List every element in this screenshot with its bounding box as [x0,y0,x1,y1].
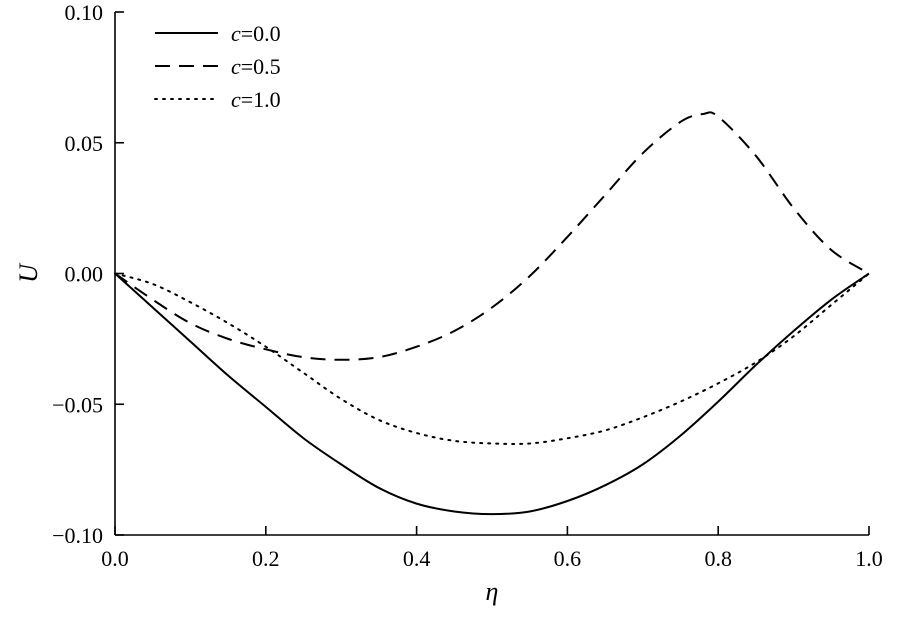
y-tick-label: −0.10 [52,523,103,548]
legend-label-1: c=0.5 [231,54,281,79]
x-axis-title: η [486,577,499,606]
legend-label-value: =0.0 [241,21,281,46]
legend-label-var: c [231,21,241,46]
legend-label-var: c [231,54,241,79]
legend-label-var: c [231,87,241,112]
y-axis-title: U [14,262,43,283]
x-tick-label: 0.8 [704,546,732,571]
x-tick-label: 1.0 [855,546,883,571]
legend: c=0.0c=0.5c=1.0 [154,21,281,112]
y-tick-label: 0.10 [65,0,104,25]
legend-label-0: c=0.0 [231,21,281,46]
plot-lines [114,111,870,516]
x-tick-label: 0.2 [252,546,280,571]
x-tick-label: 0.6 [554,546,582,571]
series-line-2 [114,272,870,445]
x-tick-label: 0.4 [403,546,431,571]
axes: 0.0 0.2 0.4 0.6 0.8 1.0 0.10 0.05 0.00 −0.05 −0.10 [52,0,883,571]
x-tick-label: 0.0 [101,546,129,571]
y-tick-label: 0.00 [65,262,104,287]
legend-label-2: c=1.0 [231,87,281,112]
y-tick-label: 0.05 [65,131,104,156]
legend-label-value: =0.5 [241,54,281,79]
legend-label-value: =1.0 [241,87,281,112]
series-line-1 [114,111,870,361]
series-line-0 [114,272,870,516]
y-tick-label: −0.05 [52,392,103,417]
